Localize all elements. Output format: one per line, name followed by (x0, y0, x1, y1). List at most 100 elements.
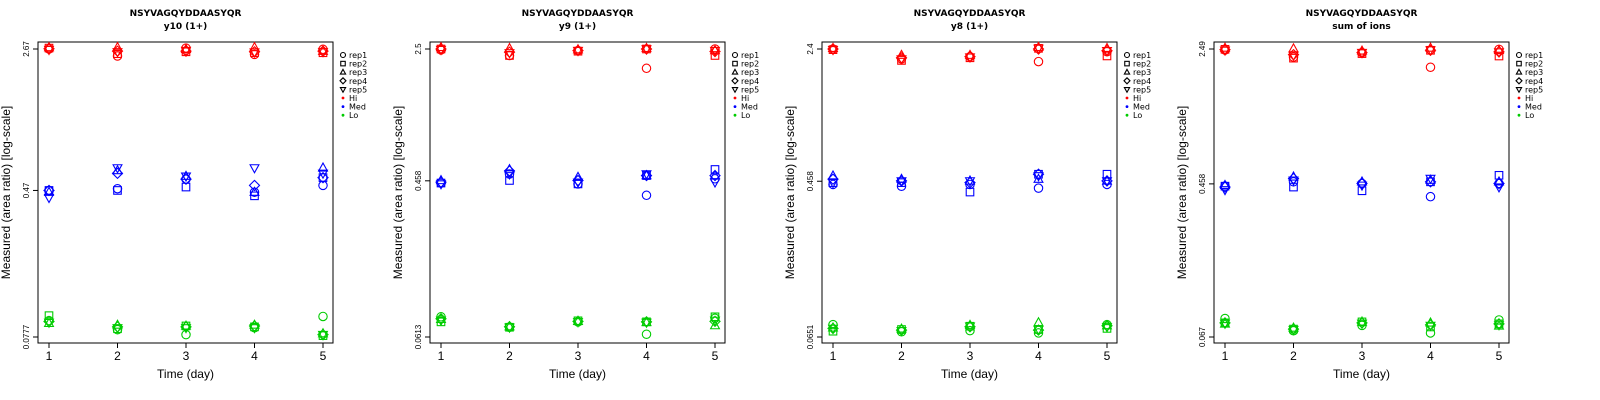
data-point-lo-rep3 (1288, 322, 1299, 332)
chart-title: NSYVAGQYDDAASYQR (914, 9, 1026, 19)
legend-label: Med (741, 103, 758, 112)
data-point-lo-rep5 (709, 316, 721, 327)
x-tick-label: 2 (114, 349, 121, 363)
data-point-lo-rep5 (249, 324, 260, 334)
x-tick-label: 2 (898, 349, 905, 363)
data-point-med-rep3 (1033, 173, 1044, 183)
legend-label: rep5 (1133, 85, 1151, 94)
data-point-med-rep5 (572, 178, 584, 189)
data-point-hi-rep1 (1425, 62, 1436, 73)
legend-dot-med (341, 105, 345, 108)
plot-frame (37, 41, 334, 344)
y-tick-label: 0.47 (22, 182, 31, 198)
data-point-lo-rep5 (827, 324, 839, 335)
data-point-med-rep1 (1033, 183, 1044, 193)
legend-marker-rep1 (731, 51, 739, 59)
data-point-lo-rep3 (827, 321, 839, 332)
data-point-med-rep4 (827, 173, 839, 185)
data-point-hi-rep5 (641, 45, 652, 55)
legend-label: rep4 (1525, 77, 1543, 86)
legend-dot-med (1517, 105, 1521, 108)
y-tick-label: 0.0613 (414, 324, 423, 349)
data-point-med-rep5 (112, 164, 123, 174)
data-point-med-rep5 (964, 177, 976, 187)
legend-dot-lo (341, 113, 345, 117)
data-point-hi-rep5 (504, 49, 515, 59)
legend-dot-hi (733, 96, 737, 100)
legend-label: rep2 (1525, 60, 1543, 69)
chart-subtitle: sum of ions (1332, 22, 1391, 32)
data-point-lo-rep3 (435, 313, 447, 323)
data-point-med-rep5 (1288, 176, 1299, 187)
data-point-lo-rep1 (1220, 313, 1230, 324)
legend-marker-rep3 (1123, 68, 1131, 75)
y-axis-label: Measured (area ratio) [log-scale] (0, 106, 13, 279)
data-point-hi-rep5 (435, 45, 447, 56)
legend-label: rep5 (1525, 85, 1543, 94)
panel-1: NSYVAGQYDDAASYQR y10 (1+) 1 2 3 4 5 0.0777 0.47 2… (0, 9, 367, 381)
data-point-med-rep5 (641, 170, 652, 180)
data-point-hi-rep5 (572, 46, 584, 57)
data-point-hi-rep1 (1033, 56, 1044, 67)
data-point-med-rep4 (43, 184, 55, 197)
data-point-med-rep5 (43, 193, 55, 204)
x-tick-label: 5 (1104, 349, 1111, 363)
data-point-lo-rep5 (572, 318, 584, 328)
data-point-lo-rep1 (965, 325, 975, 336)
data-point-lo-rep5 (1425, 321, 1436, 332)
data-point-lo-rep5 (641, 318, 652, 329)
data-point-lo-rep5 (435, 316, 447, 327)
data-point-hi-rep5 (180, 46, 192, 57)
legend-dot-lo (1517, 113, 1521, 117)
data-point-lo-rep5 (1033, 325, 1044, 336)
data-point-lo-rep3 (1356, 315, 1368, 326)
x-tick-label: 2 (1290, 349, 1297, 363)
legend-label: rep4 (349, 77, 367, 86)
legend-label: Lo (1133, 111, 1142, 120)
y-axis-label: Measured (area ratio) [log-scale] (391, 106, 405, 279)
x-tick-label: 5 (1496, 349, 1503, 363)
data-point-hi-rep1 (641, 63, 652, 74)
x-tick-label: 1 (830, 349, 837, 363)
plot-frame (821, 41, 1118, 344)
legend-label: Lo (349, 111, 358, 120)
legend-marker-rep4 (339, 77, 347, 85)
chart-subtitle: y10 (1+) (164, 22, 208, 32)
data-point-lo-rep3 (1219, 317, 1231, 328)
legend-label: rep4 (741, 77, 759, 86)
data-point-hi-rep3 (641, 42, 652, 53)
x-tick-label: 3 (183, 349, 190, 363)
legend-marker-rep4 (731, 77, 739, 85)
data-point-lo-rep1 (641, 329, 652, 340)
data-point-hi-rep5 (43, 45, 55, 56)
data-point-hi-rep5 (1033, 44, 1044, 55)
panel-2: NSYVAGQYDDAASYQR y9 (1+) 1 2 3 4 5 0.0613 0.458 2… (391, 9, 759, 381)
panel-4: NSYVAGQYDDAASYQR sum of ions 1 2 3 4 5 0.067 0.4… (1175, 9, 1543, 381)
y-tick-label: 0.0777 (22, 324, 31, 349)
x-axis-label: Time (day) (157, 367, 214, 381)
x-tick-label: 5 (320, 349, 327, 363)
legend-marker-rep2 (1516, 60, 1522, 67)
data-point-lo-rep5 (180, 324, 192, 334)
data-point-med-rep5 (180, 172, 192, 183)
legend-marker-rep5 (1515, 86, 1523, 94)
legend-label: rep1 (1133, 51, 1151, 60)
legend-dot-hi (1517, 96, 1521, 100)
legend-marker-rep4 (1515, 77, 1523, 85)
data-point-med-rep5 (435, 180, 447, 190)
legend-label: rep3 (349, 68, 367, 77)
data-point-med-rep4 (248, 179, 261, 192)
data-point-lo-rep5 (1219, 319, 1231, 330)
legend-label: rep1 (741, 51, 759, 60)
data-point-hi-rep3 (709, 44, 721, 55)
data-point-med-rep3 (1101, 174, 1113, 185)
legend-dot-lo (733, 113, 737, 117)
data-point-med-rep3 (180, 170, 192, 180)
data-point-hi-rep5 (317, 48, 329, 58)
legend-label: rep2 (741, 60, 759, 69)
data-point-med-rep4 (180, 173, 192, 185)
y-tick-label: 0.458 (1198, 173, 1207, 194)
data-point-med-rep2 (318, 173, 328, 182)
data-point-med-rep5 (504, 170, 515, 180)
